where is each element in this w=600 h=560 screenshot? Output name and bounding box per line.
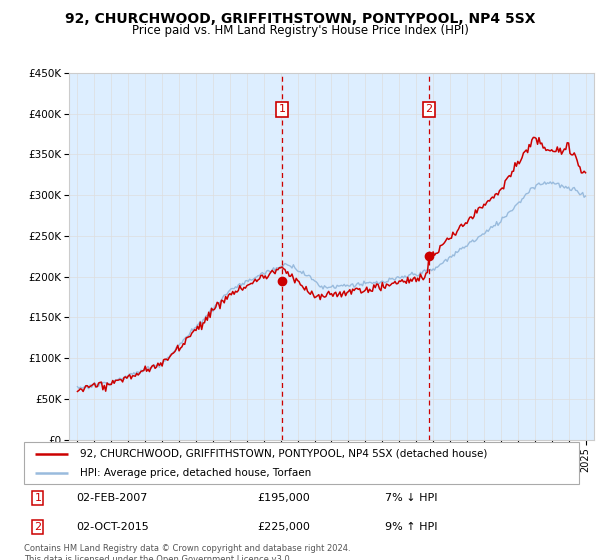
Text: 7% ↓ HPI: 7% ↓ HPI [385,493,437,502]
FancyBboxPatch shape [24,442,579,484]
Text: 02-OCT-2015: 02-OCT-2015 [77,522,149,531]
Text: 9% ↑ HPI: 9% ↑ HPI [385,522,437,531]
Text: 92, CHURCHWOOD, GRIFFITHSTOWN, PONTYPOOL, NP4 5SX: 92, CHURCHWOOD, GRIFFITHSTOWN, PONTYPOOL… [65,12,535,26]
Text: £225,000: £225,000 [257,522,310,531]
Text: 92, CHURCHWOOD, GRIFFITHSTOWN, PONTYPOOL, NP4 5SX (detached house): 92, CHURCHWOOD, GRIFFITHSTOWN, PONTYPOOL… [79,449,487,459]
Text: Price paid vs. HM Land Registry's House Price Index (HPI): Price paid vs. HM Land Registry's House … [131,24,469,36]
Text: 02-FEB-2007: 02-FEB-2007 [77,493,148,502]
Text: Contains HM Land Registry data © Crown copyright and database right 2024.
This d: Contains HM Land Registry data © Crown c… [24,544,350,560]
Text: 2: 2 [34,522,41,531]
Text: 1: 1 [34,493,41,502]
Text: 1: 1 [278,105,286,114]
Text: 2: 2 [425,105,433,114]
Text: £195,000: £195,000 [257,493,310,502]
Text: HPI: Average price, detached house, Torfaen: HPI: Average price, detached house, Torf… [79,468,311,478]
